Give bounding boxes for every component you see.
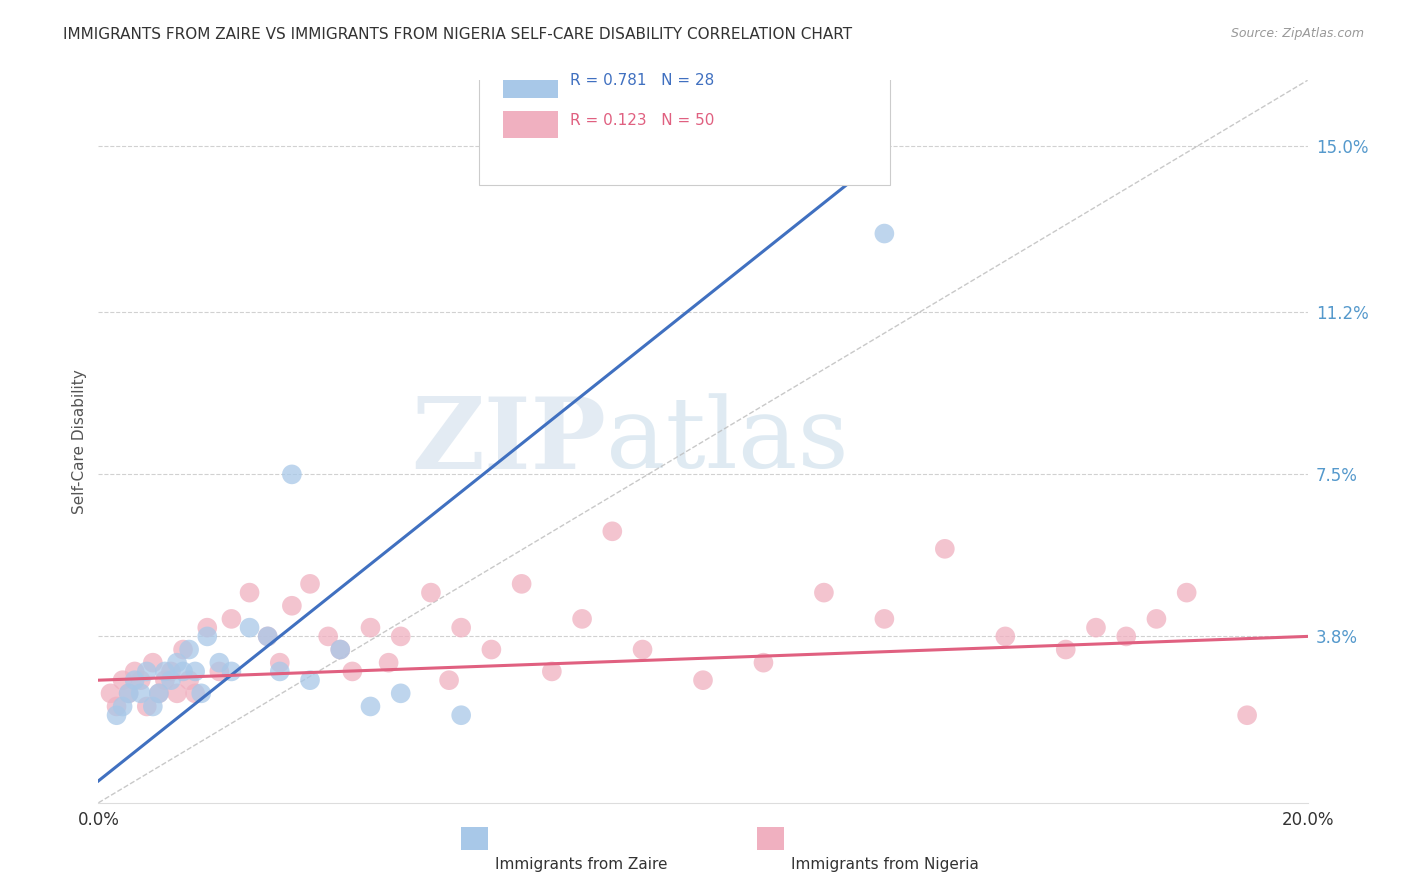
Text: R = 0.781   N = 28: R = 0.781 N = 28 <box>569 73 714 87</box>
Text: Immigrants from Nigeria: Immigrants from Nigeria <box>792 857 979 872</box>
Point <box>208 665 231 679</box>
Point <box>148 686 170 700</box>
Point <box>256 629 278 643</box>
Point <box>184 665 207 679</box>
FancyBboxPatch shape <box>503 70 558 98</box>
Y-axis label: Self-Care Disability: Self-Care Disability <box>72 369 87 514</box>
Point <box>1054 642 1077 657</box>
Point <box>510 577 533 591</box>
Point <box>148 686 170 700</box>
Point <box>221 612 243 626</box>
Point <box>111 699 134 714</box>
Point <box>190 686 212 700</box>
Point <box>692 673 714 688</box>
Point <box>299 577 322 591</box>
Point <box>256 629 278 643</box>
Point <box>281 599 304 613</box>
Point <box>142 656 165 670</box>
Point <box>179 642 201 657</box>
Point <box>540 665 562 679</box>
Point <box>172 642 194 657</box>
Point <box>813 585 835 599</box>
Point <box>195 621 218 635</box>
Point <box>377 656 399 670</box>
Point <box>873 612 896 626</box>
Point <box>111 673 134 688</box>
Text: atlas: atlas <box>606 393 849 490</box>
Point <box>281 467 304 482</box>
Point <box>208 656 231 670</box>
Point <box>934 541 956 556</box>
Point <box>166 656 188 670</box>
Point <box>142 699 165 714</box>
Point <box>571 612 593 626</box>
Point <box>360 699 382 714</box>
Point <box>631 642 654 657</box>
Point <box>481 642 503 657</box>
Point <box>105 708 128 723</box>
Point <box>299 673 322 688</box>
Point <box>269 665 291 679</box>
Point <box>184 686 207 700</box>
Point <box>100 686 122 700</box>
FancyBboxPatch shape <box>503 111 558 138</box>
FancyBboxPatch shape <box>479 55 890 185</box>
Point <box>994 629 1017 643</box>
Point <box>118 686 141 700</box>
Point <box>221 665 243 679</box>
Point <box>269 656 291 670</box>
Point <box>329 642 352 657</box>
Point <box>129 686 152 700</box>
Point <box>1144 612 1167 626</box>
Point <box>195 629 218 643</box>
Point <box>1115 629 1137 643</box>
Point <box>153 673 176 688</box>
Point <box>450 708 472 723</box>
Point <box>1236 708 1258 723</box>
Point <box>129 673 152 688</box>
Point <box>118 686 141 700</box>
Point <box>160 673 183 688</box>
Point <box>179 673 201 688</box>
Text: ZIP: ZIP <box>412 393 606 490</box>
Point <box>239 621 262 635</box>
Point <box>437 673 460 688</box>
Point <box>752 656 775 670</box>
Point <box>1175 585 1198 599</box>
Point <box>153 665 176 679</box>
Point <box>166 686 188 700</box>
Text: Immigrants from Zaire: Immigrants from Zaire <box>495 857 668 872</box>
Point <box>329 642 352 657</box>
Text: Source: ZipAtlas.com: Source: ZipAtlas.com <box>1230 27 1364 40</box>
Point <box>135 699 157 714</box>
Point <box>316 629 339 643</box>
Point <box>1085 621 1108 635</box>
Point <box>124 673 146 688</box>
Point <box>239 585 262 599</box>
Point <box>160 665 183 679</box>
Point <box>342 665 364 679</box>
Point <box>105 699 128 714</box>
Point <box>602 524 624 539</box>
Point <box>389 686 412 700</box>
Point <box>450 621 472 635</box>
Point <box>135 665 157 679</box>
Point <box>420 585 443 599</box>
Text: R = 0.123   N = 50: R = 0.123 N = 50 <box>569 112 714 128</box>
Point <box>873 227 896 241</box>
Text: IMMIGRANTS FROM ZAIRE VS IMMIGRANTS FROM NIGERIA SELF-CARE DISABILITY CORRELATIO: IMMIGRANTS FROM ZAIRE VS IMMIGRANTS FROM… <box>63 27 852 42</box>
Point <box>360 621 382 635</box>
Point <box>124 665 146 679</box>
Point <box>172 665 194 679</box>
Point <box>389 629 412 643</box>
